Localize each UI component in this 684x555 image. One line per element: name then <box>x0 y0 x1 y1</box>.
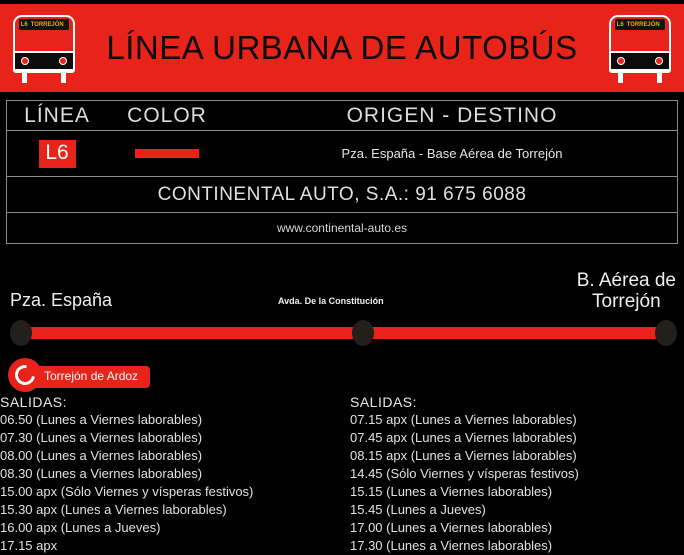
column-header-origen-destino-label: ORIGEN - DESTINO <box>346 103 558 127</box>
departure-item: 15.00 apx (Sólo Viernes y vísperas festi… <box>0 484 254 499</box>
bus-headlight-left <box>21 57 29 65</box>
stop-dot-origin[interactable] <box>10 320 32 346</box>
bus-headlight-right <box>655 57 663 65</box>
column-header-color: COLOR <box>107 104 227 128</box>
bus-sign-subtext: TORREJÓN <box>626 21 660 28</box>
bus-headlight-left <box>617 57 625 65</box>
bus-sign-subtext: TORREJÓN <box>30 21 64 28</box>
departures-column-return: SALIDAS: 07.15 apx (Lunes a Viernes labo… <box>342 393 684 555</box>
departures-heading-return: SALIDAS: <box>350 394 418 410</box>
stop-dot-mid[interactable] <box>352 320 374 346</box>
operator-contact: CONTINENTAL AUTO, S.A.: 91 675 6088 <box>157 183 527 205</box>
column-header-color-label: COLOR <box>127 103 207 127</box>
bus-body <box>13 15 75 73</box>
bus-windshield <box>13 51 75 71</box>
bus-sign-text: L6 <box>616 21 624 28</box>
website-url[interactable]: www.continental-auto.es <box>276 221 408 235</box>
bus-destination-sign: L6 TORREJÓN <box>19 19 69 30</box>
city-badge: Torrejón de Ardoz <box>8 358 151 392</box>
departure-item: 07.45 apx (Lunes a Viernes laborables) <box>350 430 577 445</box>
departure-item: 07.15 apx (Lunes a Viernes laborables) <box>350 412 577 427</box>
bus-windshield <box>609 51 671 71</box>
departure-item: 14.45 (Sólo Viernes y vísperas festivos) <box>350 466 579 481</box>
bus-sign-text: L6 <box>20 21 28 28</box>
departure-item: 08.30 (Lunes a Viernes laborables) <box>0 466 203 481</box>
line-color-swatch <box>135 148 199 158</box>
bus-wheel-left <box>22 71 27 83</box>
cell-origen-destino: Pza. España - Base Aérea de Torrejón <box>227 145 677 163</box>
logo-ring <box>8 358 42 392</box>
bus-destination-sign: L6 TORREJÓN <box>615 19 665 30</box>
table-header-row: LÍNEA COLOR ORIGEN - DESTINO <box>7 101 677 131</box>
departure-item: 17.30 (Lunes a Viernes laborables) <box>350 538 553 553</box>
cell-color <box>107 145 227 163</box>
cell-linea: L6 <box>7 139 107 168</box>
route-map: Pza. España Avda. De la Constitución B. … <box>0 268 684 378</box>
page-title: LÍNEA URBANA DE AUTOBÚS <box>106 29 578 66</box>
departure-item: 06.50 (Lunes a Viernes laborables) <box>0 412 203 427</box>
departure-item: 16.00 apx (Lunes a Jueves) <box>0 520 161 535</box>
bus-front-icon-left: L6 TORREJÓN <box>8 11 80 85</box>
column-header-origen-destino: ORIGEN - DESTINO <box>227 104 677 128</box>
departures-column-outbound: SALIDAS: 06.50 (Lunes a Viernes laborabl… <box>0 393 342 555</box>
stop-label-destination-line2: Torrejón <box>592 291 661 312</box>
departures-section: SALIDAS: 06.50 (Lunes a Viernes laborabl… <box>0 393 684 555</box>
bus-headlight-right <box>59 57 67 65</box>
city-badge-label: Torrejón de Ardoz <box>30 366 151 388</box>
departure-item: 15.15 (Lunes a Viernes laborables) <box>350 484 553 499</box>
stop-label-origin: Pza. España <box>10 290 113 310</box>
torrejon-ring-logo-icon <box>8 358 42 392</box>
website-row: www.continental-auto.es <box>7 213 677 243</box>
operator-row: CONTINENTAL AUTO, S.A.: 91 675 6088 <box>7 177 677 213</box>
line-badge-l6: L6 <box>38 139 76 168</box>
line-info-table: LÍNEA COLOR ORIGEN - DESTINO L6 Pza. Esp… <box>6 100 678 244</box>
stop-label-mid: Avda. De la Constitución <box>278 296 384 306</box>
route-line <box>14 327 664 339</box>
stop-dot-destination[interactable] <box>655 320 677 346</box>
bus-front-icon-right: L6 TORREJÓN <box>604 11 676 85</box>
departure-item: 08.15 apx (Lunes a Viernes laborables) <box>350 448 577 463</box>
departure-item: 15.30 apx (Lunes a Viernes laborables) <box>0 502 227 517</box>
stop-label-destination-line1: B. Aérea de <box>576 270 676 291</box>
departure-item: 08.00 (Lunes a Viernes laborables) <box>0 448 203 463</box>
bus-wheel-left <box>618 71 623 83</box>
column-header-linea: LÍNEA <box>7 104 107 128</box>
departures-heading-outbound: SALIDAS: <box>0 394 68 410</box>
departure-item: 17.15 apx <box>0 538 58 553</box>
header-banner: L6 TORREJÓN LÍNEA URBANA DE AUTOBÚS L6 T… <box>0 4 684 92</box>
bus-body <box>609 15 671 73</box>
stop-label-destination: B. Aérea de Torrejón <box>577 270 676 312</box>
departure-item: 07.30 (Lunes a Viernes laborables) <box>0 430 203 445</box>
departure-item: 17.00 (Lunes a Viernes laborables) <box>350 520 553 535</box>
departure-item: 15.45 (Lunes a Jueves) <box>350 502 486 517</box>
bus-wheel-right <box>657 71 662 83</box>
origen-destino-value: Pza. España - Base Aérea de Torrejón <box>341 145 563 161</box>
table-row: L6 Pza. España - Base Aérea de Torrejón <box>7 131 677 177</box>
bus-wheel-right <box>61 71 66 83</box>
column-header-linea-label: LÍNEA <box>24 103 90 127</box>
